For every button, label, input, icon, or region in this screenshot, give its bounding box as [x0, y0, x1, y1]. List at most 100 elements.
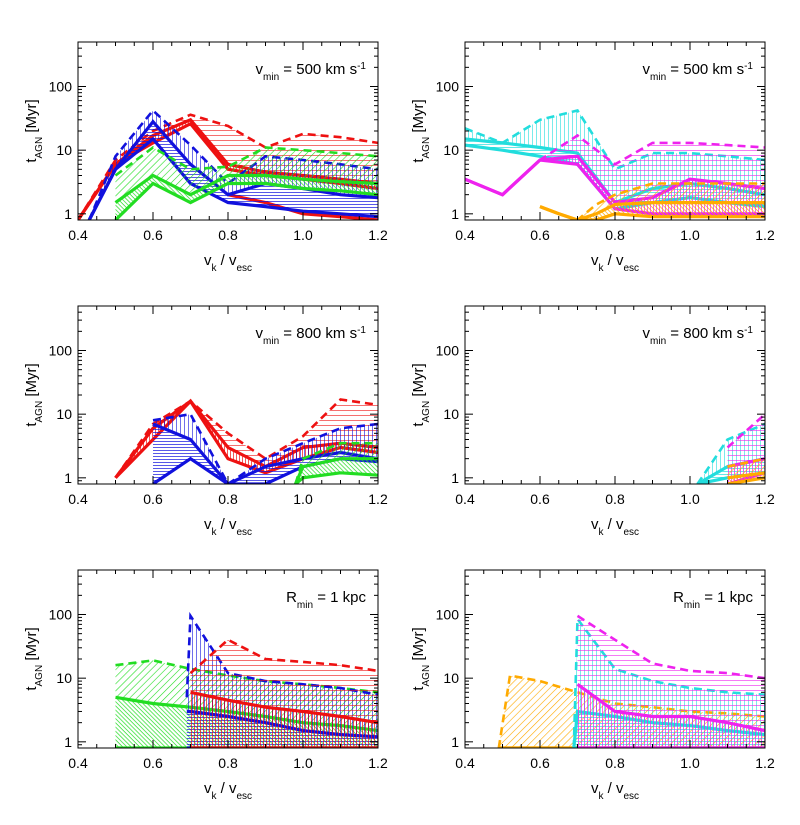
upper-line-orange — [727, 457, 765, 468]
series-orange — [539, 182, 765, 220]
x-tick-label: 1.0 — [293, 755, 313, 771]
x-tick-label: 1.2 — [755, 755, 775, 771]
y-tick-label: 100 — [49, 79, 73, 95]
y-tick-label: 10 — [56, 142, 72, 158]
x-axis-title: vk / vesc — [204, 252, 252, 274]
x-tick-label: 1.0 — [680, 227, 700, 243]
plot-area — [78, 108, 378, 220]
x-tick-label: 0.8 — [218, 755, 238, 771]
x-tick-label: 1.2 — [755, 491, 775, 507]
y-axis-title: tAGN [Myr] — [410, 99, 432, 162]
x-tick-label: 0.4 — [68, 491, 88, 507]
x-tick-label: 0.6 — [530, 491, 550, 507]
panel-annotation: vmin = 800 km s-1 — [256, 325, 367, 347]
y-ticks — [465, 569, 765, 749]
y-ticks — [78, 569, 378, 749]
x-tick-label: 1.0 — [680, 755, 700, 771]
upper-line-magenta — [726, 413, 765, 449]
y-tick-label: 100 — [436, 79, 460, 95]
lower-band-blue — [89, 121, 378, 220]
x-tick-label: 0.6 — [143, 491, 163, 507]
y-axis-title: tAGN [Myr] — [410, 363, 432, 426]
lower-band-blue — [153, 424, 378, 484]
upper-line-green — [114, 145, 378, 177]
x-tick-label: 0.4 — [455, 755, 475, 771]
x-tick-label: 0.6 — [530, 227, 550, 243]
series-red — [189, 638, 378, 748]
x-tick-label: 0.8 — [605, 755, 625, 771]
y-axis-title: tAGN [Myr] — [23, 627, 45, 690]
panel-middle-left: 0.4 0.6 0.8 1.0 1.2 1 10 100 vk / vesc tAGN [Myr]… — [23, 305, 388, 538]
x-tick-label: 0.4 — [455, 227, 475, 243]
x-axis-title: vk / vesc — [591, 780, 639, 802]
y-axis-title: tAGN [Myr] — [23, 363, 45, 426]
lower-line-green — [294, 471, 378, 484]
y-tick-label: 10 — [443, 670, 459, 686]
median-line-magenta — [576, 683, 765, 733]
y-ticks — [465, 305, 765, 485]
x-axis-title: vk / vesc — [591, 516, 639, 538]
upper-band-magenta — [727, 414, 765, 467]
x-tick-label: 0.4 — [68, 755, 88, 771]
x-axis-title: vk / vesc — [204, 516, 252, 538]
y-tick-label: 100 — [49, 343, 73, 359]
panel-annotation: Rmin = 1 kpc — [286, 589, 366, 611]
lower-band-red — [190, 692, 378, 748]
x-ticks — [464, 306, 766, 484]
y-tick-label: 1 — [64, 470, 72, 486]
y-tick-label: 10 — [443, 142, 459, 158]
y-tick-label: 1 — [451, 470, 459, 486]
upper-line-blue — [152, 412, 378, 484]
lower-line-green — [114, 181, 378, 220]
y-tick-label: 1 — [64, 206, 72, 222]
series-magenta — [576, 614, 765, 748]
upper-line-magenta — [576, 614, 765, 680]
lower-band-green — [115, 175, 378, 220]
y-tick-label: 10 — [56, 670, 72, 686]
x-ticks — [77, 306, 379, 484]
upper-line-cyan — [465, 109, 765, 171]
x-tick-label: 1.2 — [368, 755, 388, 771]
x-tick-label: 0.8 — [218, 227, 238, 243]
x-tick-label: 0.8 — [218, 491, 238, 507]
plot-area — [696, 413, 765, 484]
x-tick-label: 0.4 — [455, 491, 475, 507]
y-ticks — [465, 41, 765, 221]
series-green — [294, 441, 378, 484]
y-tick-label: 10 — [443, 406, 459, 422]
median-line-blue — [87, 119, 378, 220]
panel-middle-right: 0.4 0.6 0.8 1.0 1.2 1 10 100 vk / vesc tAGN [Myr]… — [410, 305, 775, 538]
lower-band-red — [115, 401, 378, 478]
x-tick-label: 1.0 — [680, 491, 700, 507]
x-tick-label: 1.0 — [293, 491, 313, 507]
plot-area — [465, 109, 765, 220]
x-tick-label: 0.6 — [143, 227, 163, 243]
upper-band-magenta — [577, 615, 765, 731]
panel-annotation: vmin = 500 km s-1 — [643, 61, 754, 83]
upper-band-red — [78, 114, 378, 220]
plot-area — [115, 611, 378, 748]
panel-bottom-right: 0.4 0.6 0.8 1.0 1.2 1 10 100 vk / vesc tAGN [Myr]… — [410, 569, 775, 802]
x-tick-label: 0.8 — [605, 227, 625, 243]
plot-area — [497, 614, 765, 748]
panel-annotation: Rmin = 1 kpc — [673, 589, 753, 611]
lower-band-magenta — [577, 684, 765, 748]
median-line-red — [190, 690, 378, 725]
y-tick-label: 100 — [436, 343, 460, 359]
y-tick-label: 1 — [451, 206, 459, 222]
y-ticks — [78, 305, 378, 485]
x-axis-title: vk / vesc — [591, 252, 639, 274]
upper-band-red — [190, 639, 378, 723]
plot-area — [114, 398, 378, 484]
lower-line-blue — [87, 136, 378, 220]
y-axis-title: tAGN [Myr] — [410, 627, 432, 690]
x-tick-label: 1.0 — [293, 227, 313, 243]
panel-top-right: 0.4 0.6 0.8 1.0 1.2 1 10 100 vk / vesc tAGN [Myr]… — [410, 41, 775, 274]
panel-annotation: vmin = 500 km s-1 — [256, 61, 367, 83]
y-tick-label: 1 — [451, 734, 459, 750]
panel-annotation: vmin = 800 km s-1 — [643, 325, 754, 347]
series-green — [114, 145, 378, 220]
y-tick-label: 100 — [49, 607, 73, 623]
median-line-green — [114, 173, 378, 204]
